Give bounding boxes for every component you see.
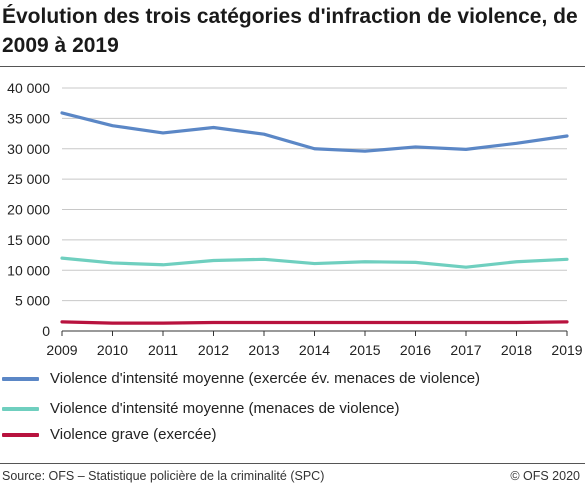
source-note: Source: OFS – Statistique policière de l…: [2, 469, 325, 483]
line-chart: 0 5 000 10 000 15 000 20 000 25 000 30 000 35 0…: [7, 80, 583, 358]
x-tick-label: 2017: [450, 342, 481, 358]
x-tick-label: 2009: [46, 342, 77, 358]
x-tick-label: 2016: [400, 342, 431, 358]
series-line-2: [60, 256, 569, 269]
y-tick-label: 10 000: [7, 262, 50, 278]
x-tick-label: 2010: [97, 342, 128, 358]
y-tick-label: 0: [42, 323, 50, 339]
legend-label-series-2: Violence d'intensité moyenne (menaces de…: [50, 400, 400, 417]
x-tick-label: 2019: [551, 342, 582, 358]
y-tick-label: 35 000: [7, 110, 50, 126]
legend-swatch-series-3: [2, 433, 39, 437]
series-line-3: [60, 320, 569, 325]
legend-item-series-3: Violence grave (exercée): [0, 423, 585, 447]
y-tick-label: 15 000: [7, 232, 50, 248]
legend-label-series-1: Violence d'intensité moyenne (exercée év…: [50, 370, 481, 387]
chart-title: Évolution des trois catégories d'infract…: [2, 5, 578, 57]
y-tick-label: 5 000: [15, 293, 50, 309]
x-tick-label: 2018: [501, 342, 532, 358]
legend-item-series-1: Violence d'intensité moyenne (exercée év…: [0, 367, 585, 391]
y-tick-label: 20 000: [7, 202, 50, 218]
x-tick-label: 2012: [198, 342, 229, 358]
series-line-1: [60, 111, 569, 153]
title-divider: [0, 66, 585, 67]
x-tick-label: 2013: [248, 342, 279, 358]
legend-swatch-series-2: [2, 407, 39, 411]
y-tick-label: 40 000: [7, 80, 50, 96]
x-tick-label: 2015: [349, 342, 380, 358]
legend-label-series-3: Violence grave (exercée): [50, 426, 217, 443]
legend-item-series-2: Violence d'intensité moyenne (menaces de…: [0, 397, 585, 421]
x-tick-label: 2011: [148, 342, 178, 358]
x-tick-label: 2014: [299, 342, 330, 358]
y-tick-label: 30 000: [7, 141, 50, 157]
legend-swatch-series-1: [2, 377, 39, 381]
copyright-note: © OFS 2020: [510, 469, 580, 483]
footer-divider: [0, 463, 585, 464]
y-tick-label: 25 000: [7, 171, 50, 187]
